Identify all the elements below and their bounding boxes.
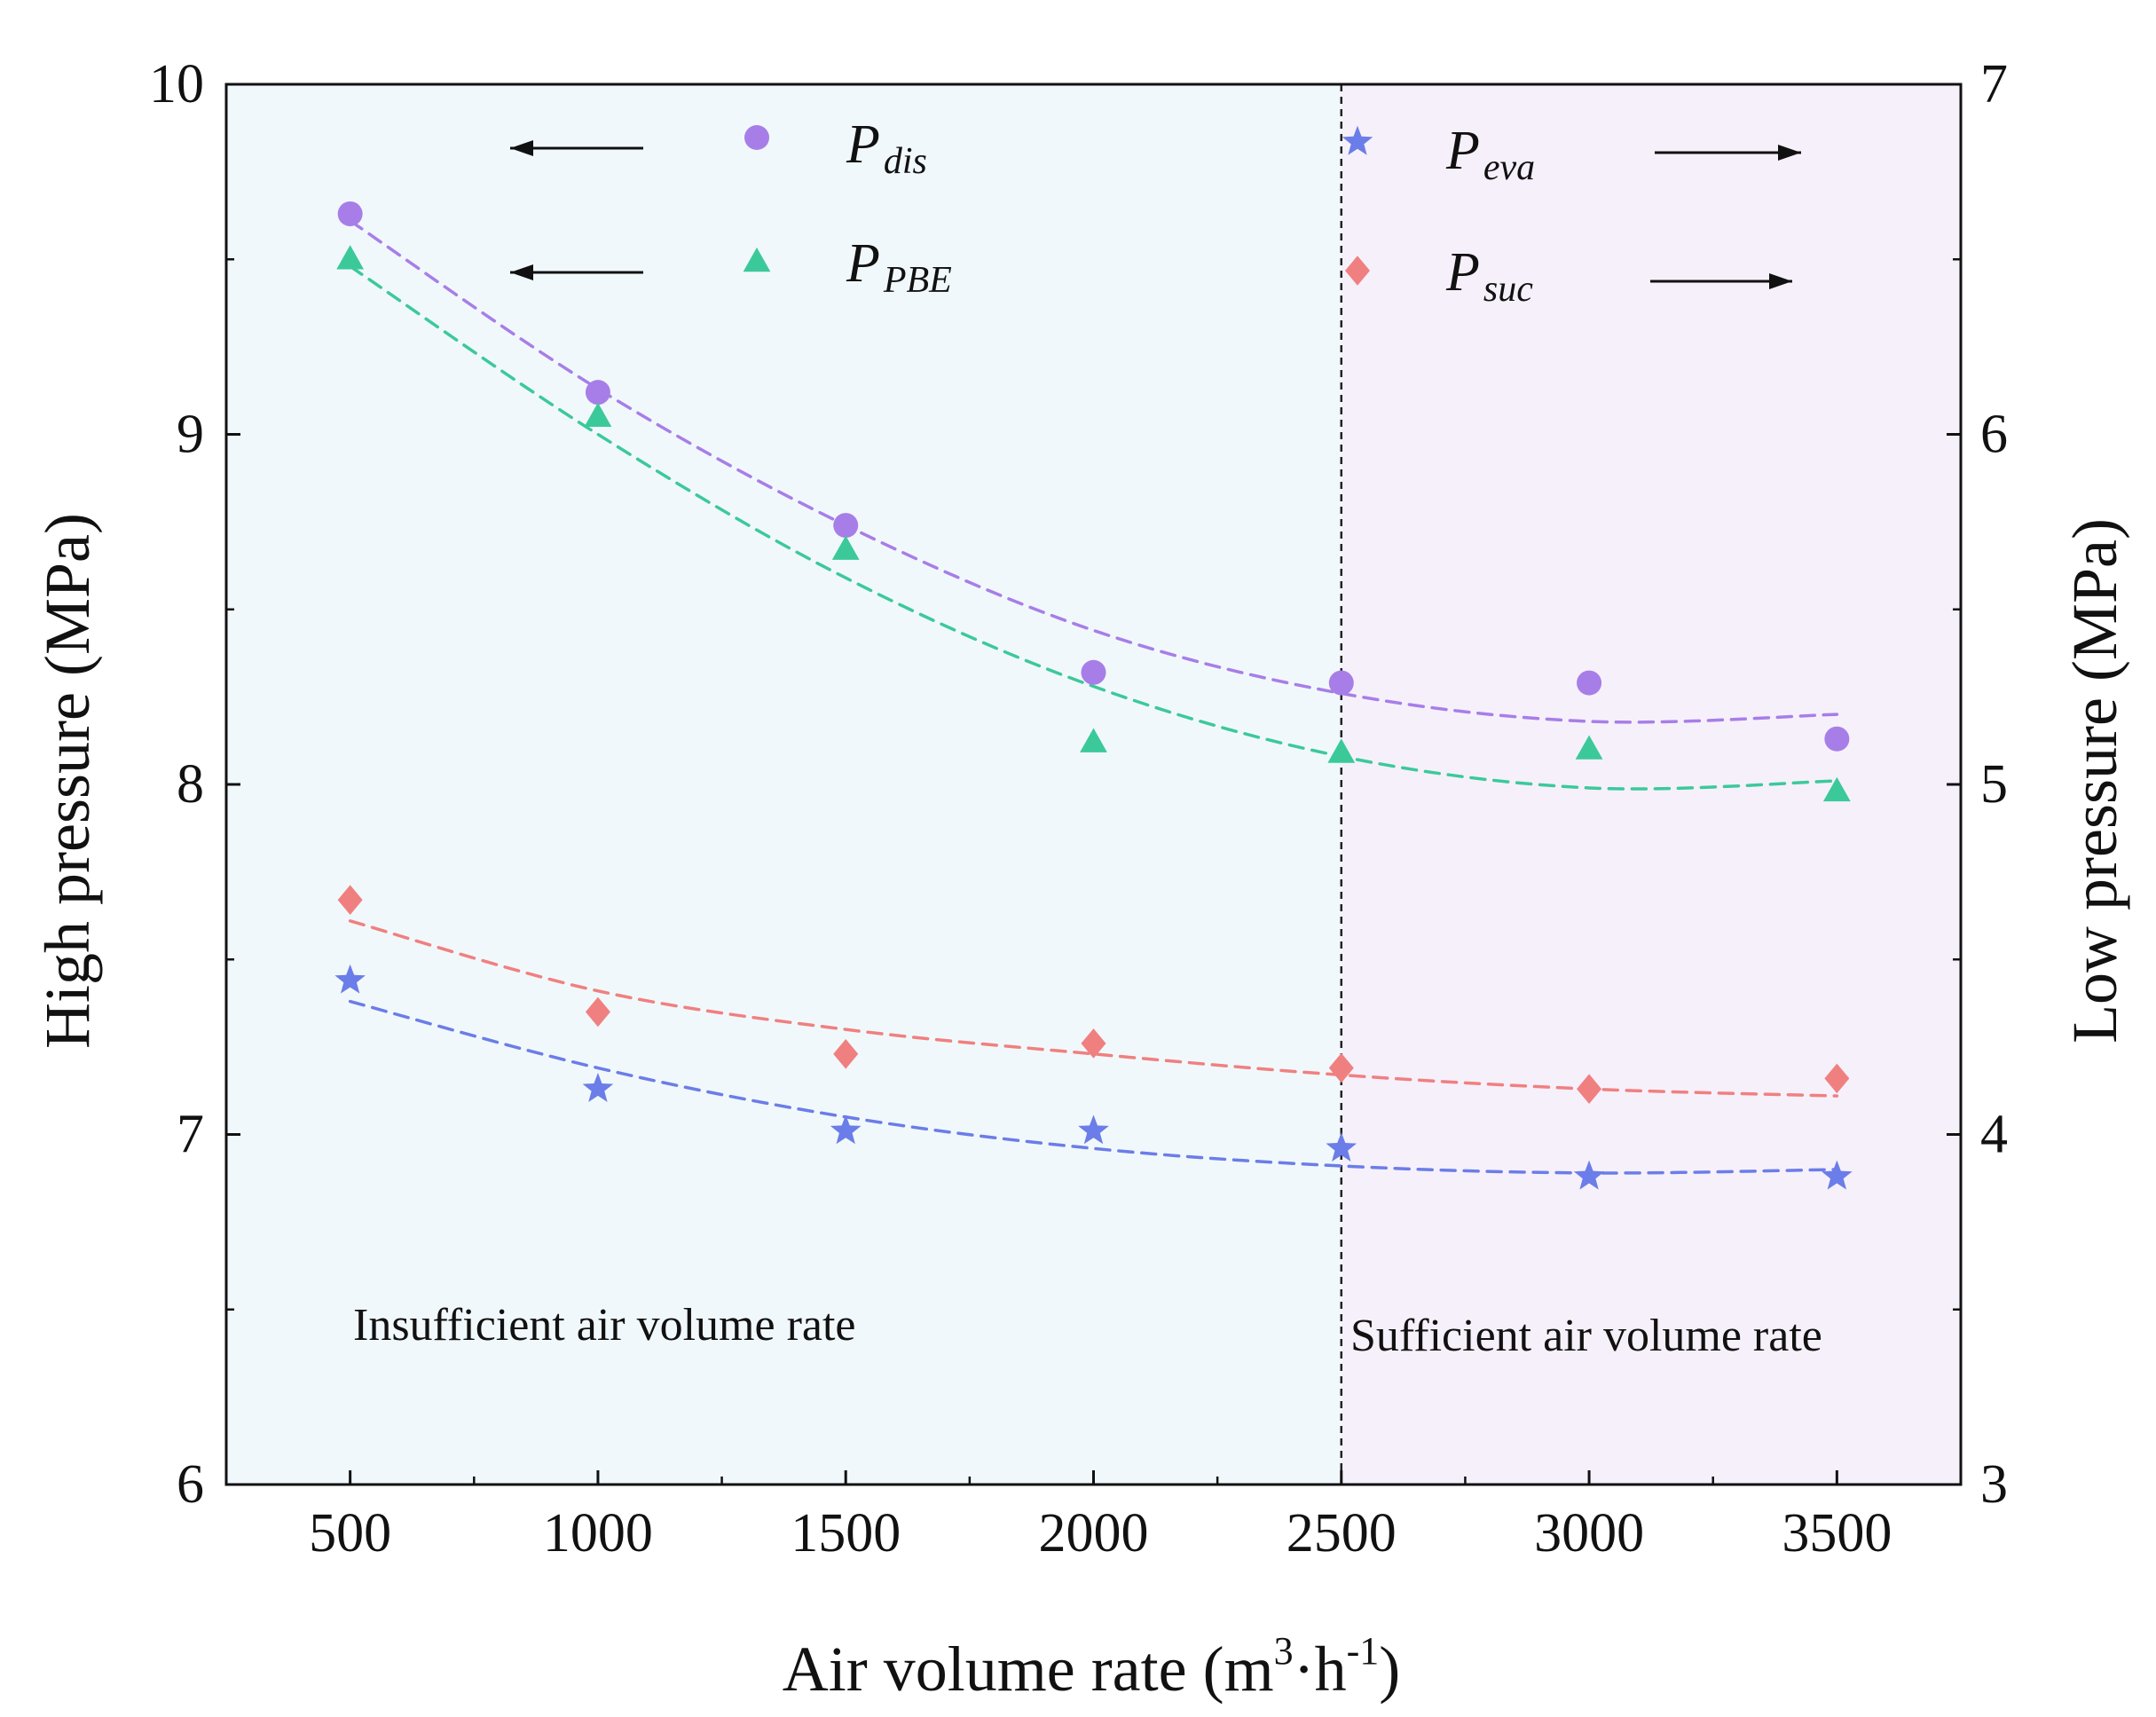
point-dis-500 <box>337 201 363 226</box>
legend-arrow-head-eva <box>1778 145 1801 161</box>
fit-curve-dis <box>348 219 1839 724</box>
legend-marker-dis <box>744 125 769 150</box>
y-right-tick-label-3: 3 <box>1980 1454 2008 1515</box>
point-dis-1000 <box>585 380 610 406</box>
region-label-insufficient: Insufficient air volume rate <box>353 1300 856 1351</box>
legend-marker-pbe <box>743 247 771 272</box>
point-eva-1500 <box>830 1114 862 1145</box>
x-axis-title: Air volume rate (m3·h-1) <box>783 1629 1400 1705</box>
y-left-tick-label-10: 10 <box>149 54 204 114</box>
region-label-sufficient: Sufficient air volume rate <box>1350 1311 1822 1361</box>
point-pbe-1000 <box>584 402 612 427</box>
point-eva-2500 <box>1326 1132 1357 1162</box>
x-tick-label-3000: 3000 <box>1534 1503 1644 1563</box>
point-pbe-2500 <box>1327 738 1356 763</box>
x-tick-label-1000: 1000 <box>543 1503 653 1563</box>
point-dis-1500 <box>833 513 859 539</box>
y-left-tick-label-7: 7 <box>177 1105 204 1165</box>
point-suc-2500 <box>1328 1052 1354 1083</box>
fit-curve-pbe <box>348 264 1839 791</box>
legend-label-p-eva: Peva <box>1445 121 1535 188</box>
point-pbe-3000 <box>1575 735 1603 760</box>
legend-label-p-suc: Psuc <box>1445 242 1533 310</box>
x-tick-label-500: 500 <box>309 1503 391 1563</box>
point-dis-2500 <box>1328 670 1354 696</box>
point-suc-1500 <box>833 1038 859 1069</box>
legend-marker-suc <box>1345 256 1370 286</box>
x-tick-label-1500: 1500 <box>791 1503 901 1563</box>
point-dis-3000 <box>1577 670 1602 696</box>
legend-label-p-pbe: PPBE <box>846 233 952 301</box>
point-eva-500 <box>334 964 366 994</box>
legend-marker-eva <box>1342 125 1373 155</box>
point-suc-500 <box>337 885 363 915</box>
point-suc-3000 <box>1577 1074 1602 1105</box>
y-axis-title-right: Low pressure (MPa) <box>2059 518 2130 1044</box>
axes-frame: 500 1000 1500 2000 2500 3000 3500 6 7 8 9 10 3 4 5 6 7 <box>149 54 2008 1563</box>
point-suc-1000 <box>585 996 610 1028</box>
legend-arrow-head-suc <box>1769 273 1792 289</box>
x-tick-label-2500: 2500 <box>1287 1503 1397 1563</box>
point-eva-1000 <box>582 1073 614 1102</box>
legend-label-p-dis: Pdis <box>846 114 927 182</box>
point-pbe-2000 <box>1080 728 1107 752</box>
y-left-tick-label-6: 6 <box>177 1454 204 1515</box>
region-sufficient <box>1341 84 1961 1485</box>
point-eva-3000 <box>1573 1160 1605 1190</box>
legend-arrow-head-dis <box>510 140 533 156</box>
y-right-tick-label-5: 5 <box>1980 754 2008 815</box>
background-regions <box>226 84 1961 1485</box>
x-tick-label-2000: 2000 <box>1039 1503 1149 1563</box>
y-left-tick-label-8: 8 <box>177 754 204 815</box>
point-dis-3500 <box>1824 726 1850 752</box>
point-suc-2000 <box>1081 1028 1106 1059</box>
y-axis-title-left: High pressure (MPa) <box>32 513 103 1049</box>
point-dis-2000 <box>1081 659 1106 685</box>
x-tick-label-3500: 3500 <box>1782 1503 1892 1563</box>
y-right-tick-label-7: 7 <box>1980 54 2008 114</box>
data-points <box>334 201 1853 1190</box>
point-eva-3500 <box>1822 1160 1853 1190</box>
y-right-tick-label-6: 6 <box>1980 405 2008 465</box>
point-suc-3500 <box>1824 1063 1850 1094</box>
point-pbe-1500 <box>831 535 860 560</box>
point-pbe-500 <box>336 245 365 270</box>
region-insufficient <box>226 84 1342 1485</box>
y-left-tick-label-9: 9 <box>177 405 204 465</box>
point-eva-2000 <box>1078 1114 1109 1145</box>
legend-arrow-head-pbe <box>510 264 533 280</box>
legend: Pdis PPBE Peva Psuc <box>510 114 1801 310</box>
point-pbe-3500 <box>1822 776 1851 802</box>
y-right-tick-label-4: 4 <box>1980 1105 2008 1165</box>
